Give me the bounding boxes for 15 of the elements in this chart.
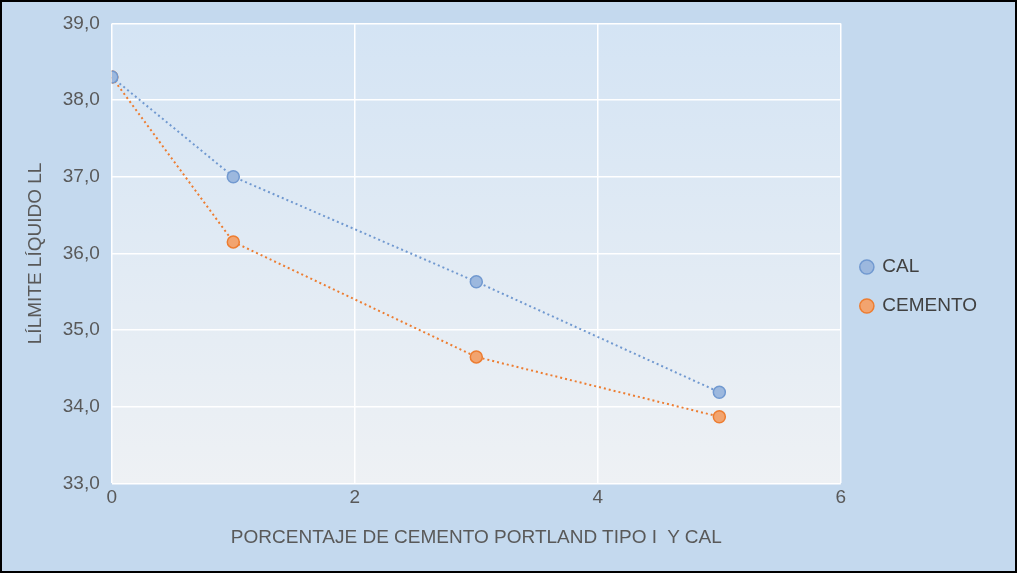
- x-tick-label: 2: [349, 486, 361, 508]
- y-tick-label: 38,0: [62, 88, 100, 110]
- legend-label: CAL: [882, 255, 920, 277]
- x-tick-label: 4: [592, 486, 604, 508]
- y-tick-label: 35,0: [62, 318, 100, 340]
- y-tick-label: 36,0: [62, 241, 100, 263]
- y-tick-label: 34,0: [62, 394, 100, 416]
- x-axis-title: PORCENTAJE DE CEMENTO PORTLAND TIPO I Y CAL: [230, 525, 722, 547]
- x-tick-label: 6: [835, 486, 847, 508]
- y-axis-title: LÍLMITE LÍQUIDO LL: [23, 162, 45, 345]
- x-tick-label: 0: [106, 486, 118, 508]
- y-tick-label: 33,0: [62, 471, 100, 493]
- legend-label: CEMENTO: [882, 294, 978, 316]
- y-tick-label: 37,0: [62, 164, 100, 186]
- y-tick-label: 39,0: [62, 11, 100, 33]
